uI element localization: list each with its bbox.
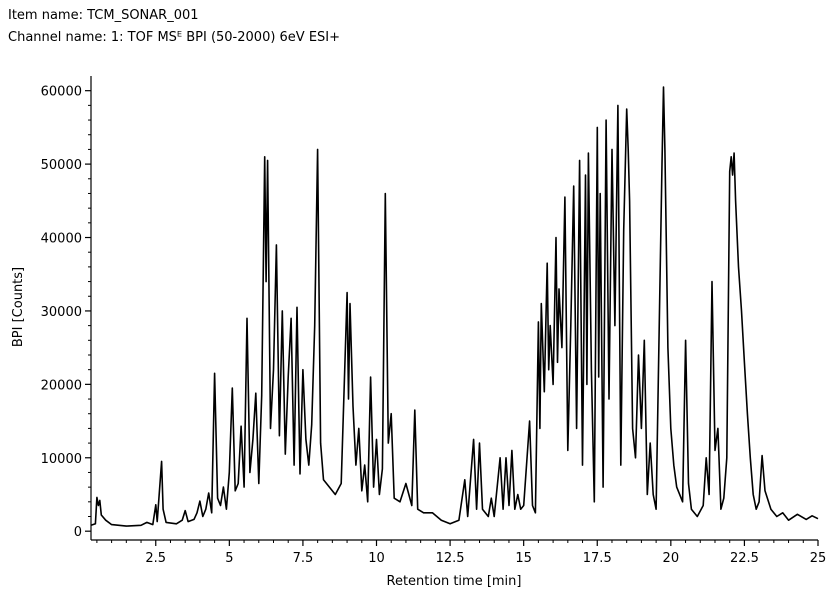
item-name-label: Item name: TCM_SONAR_001 — [8, 8, 199, 23]
x-tick-label: 12.5 — [436, 551, 465, 566]
x-tick-label: 22.5 — [730, 551, 759, 566]
bpi-trace-line — [90, 86, 819, 527]
x-tick-label: 17.5 — [583, 551, 612, 566]
x-axis-ticks: 2.5 5 7.5 10 12.5 15 17.5 20 22.5 25 — [96, 540, 827, 566]
y-axis-ticks: 0 10000 20000 30000 40000 50000 60000 — [41, 85, 91, 540]
x-tick-label: 7.5 — [293, 551, 314, 566]
y-tick-label: 40000 — [41, 232, 82, 247]
x-tick-label: 10 — [368, 551, 385, 566]
y-tick-label: 10000 — [41, 452, 82, 467]
y-tick-label: 50000 — [41, 158, 82, 173]
y-tick-label: 20000 — [41, 378, 82, 393]
y-tick-label: 0 — [74, 525, 82, 540]
x-axis-title: Retention time [min] — [387, 574, 522, 589]
x-tick-label: 20 — [663, 551, 680, 566]
x-tick-label: 2.5 — [145, 551, 166, 566]
x-tick-label: 15 — [515, 551, 532, 566]
trace-layer — [90, 86, 819, 527]
y-axis-title: BPI [Counts] — [11, 267, 26, 347]
x-tick-label: 25 — [810, 551, 827, 566]
channel-name-label: Channel name: 1: TOF MSᴱ BPI (50-2000) 6… — [8, 30, 341, 45]
y-tick-label: 60000 — [41, 85, 82, 100]
x-tick-label: 5 — [225, 551, 233, 566]
y-tick-label: 30000 — [41, 305, 82, 320]
